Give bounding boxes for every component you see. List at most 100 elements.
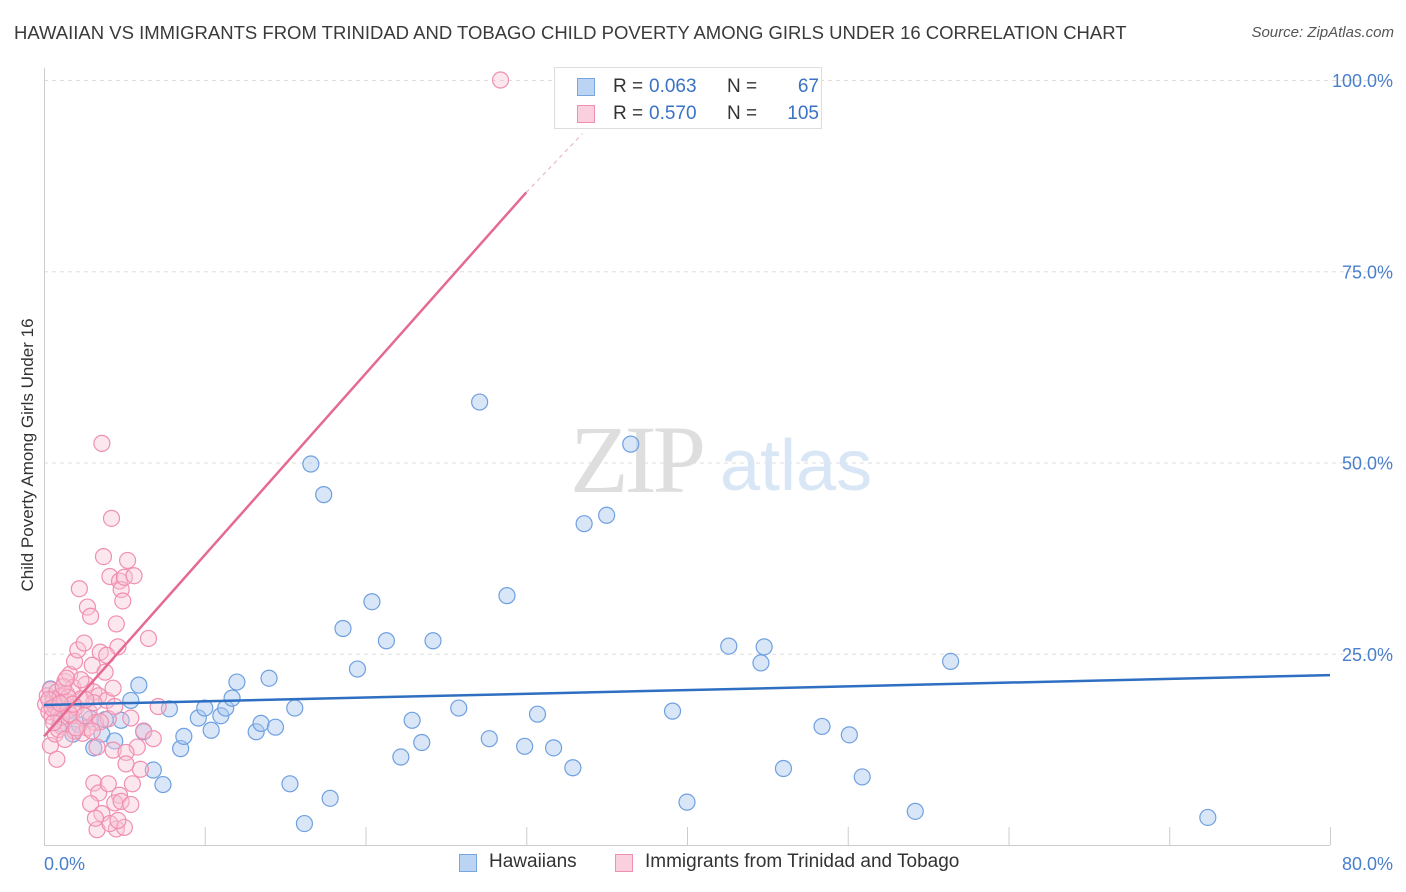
y-tick-label: 50.0% [1342, 454, 1393, 474]
point-hawaiians [392, 748, 410, 766]
point-hawaiians [544, 739, 563, 757]
point-immigrants [112, 792, 130, 810]
point-immigrants [96, 663, 114, 681]
point-hawaiians [247, 723, 265, 741]
point-immigrants [85, 774, 103, 792]
point-immigrants [491, 71, 510, 89]
watermark-zip: ZIP [570, 406, 703, 513]
point-hawaiians [853, 768, 871, 786]
point-hawaiians [302, 455, 320, 473]
point-hawaiians [144, 761, 162, 779]
point-hawaiians [252, 714, 270, 732]
legend-label-immigrants: Immigrants from Trinidad and Tobago [645, 851, 960, 872]
point-immigrants [149, 697, 167, 716]
point-hawaiians [202, 721, 220, 739]
point-immigrants [123, 775, 142, 793]
stats-legend: R = 0.063 N = 67 R = 0.570 N = 105 [554, 67, 822, 129]
point-immigrants [48, 750, 66, 768]
point-immigrants [131, 760, 150, 778]
point-hawaiians [260, 669, 278, 687]
point-hawaiians [413, 733, 431, 752]
n-label: N = [727, 103, 758, 124]
point-hawaiians [130, 676, 148, 694]
point-hawaiians [906, 802, 924, 820]
point-hawaiians [840, 726, 858, 744]
point-immigrants [122, 709, 140, 727]
point-hawaiians [403, 711, 421, 729]
watermark-atlas: atlas [720, 426, 872, 506]
point-immigrants [118, 551, 137, 570]
trend-line-hawaiians [43, 673, 1331, 707]
point-immigrants [56, 730, 74, 749]
point-hawaiians [334, 619, 352, 638]
point-immigrants [114, 592, 132, 610]
point-immigrants [122, 795, 140, 814]
point-immigrants [109, 811, 127, 830]
hawaiians-swatch [577, 78, 595, 96]
r-value: 0.570 [649, 103, 697, 124]
point-hawaiians [564, 759, 582, 777]
point-immigrants [88, 738, 106, 756]
legend-label-hawaiians: Hawaiians [489, 851, 577, 872]
r-label: R = [613, 103, 644, 124]
point-immigrants [104, 679, 122, 697]
point-hawaiians [755, 638, 773, 656]
chart-title: HAWAIIAN VS IMMIGRANTS FROM TRINIDAD AND… [14, 22, 1127, 43]
point-immigrants [107, 615, 125, 633]
point-hawaiians [516, 737, 534, 755]
point-hawaiians [480, 730, 498, 748]
point-immigrants [128, 738, 146, 756]
trend-extension-immigrants [525, 133, 583, 193]
point-immigrants [78, 598, 97, 616]
point-hawaiians [281, 775, 299, 793]
point-hawaiians [498, 587, 516, 605]
tick-labels: 25.0% 50.0% 75.0% 100.0% 0.0% 80.0% [44, 71, 1393, 874]
y-tick-label: 100.0% [1332, 71, 1393, 91]
point-hawaiians [528, 705, 547, 723]
point-hawaiians [450, 699, 468, 717]
trend-line-immigrants [43, 191, 528, 738]
point-hawaiians [223, 689, 241, 707]
y-tick-label: 75.0% [1342, 262, 1393, 282]
point-hawaiians [663, 702, 682, 720]
point-immigrants [57, 669, 76, 687]
point-immigrants [139, 629, 158, 648]
point-immigrants [101, 567, 119, 586]
point-immigrants [94, 547, 113, 566]
point-immigrants [70, 580, 88, 598]
point-immigrants [144, 730, 162, 748]
n-value: 105 [787, 103, 819, 124]
point-hawaiians [321, 789, 339, 807]
point-hawaiians [189, 709, 207, 727]
source-label: Source: ZipAtlas.com [1251, 24, 1394, 41]
point-immigrants [82, 607, 100, 625]
point-immigrants [72, 671, 90, 689]
point-hawaiians [774, 759, 793, 778]
point-hawaiians [424, 632, 442, 650]
n-value: 67 [797, 76, 819, 97]
point-immigrants [104, 741, 122, 759]
point-hawaiians [377, 632, 395, 650]
point-hawaiians [122, 691, 140, 710]
y-tick-label: 25.0% [1342, 645, 1393, 665]
point-hawaiians [154, 775, 172, 794]
point-hawaiians [942, 652, 960, 671]
point-hawaiians [813, 717, 831, 736]
point-immigrants [99, 775, 117, 793]
point-hawaiians [228, 673, 246, 691]
trend-layer [43, 133, 1331, 738]
point-hawaiians [752, 654, 770, 672]
point-immigrants [93, 434, 111, 452]
r-label: R = [613, 76, 644, 97]
point-hawaiians [175, 727, 193, 745]
point-hawaiians [622, 435, 640, 453]
point-immigrants [106, 697, 124, 716]
x-tick-label-min: 0.0% [44, 854, 85, 874]
point-immigrants [75, 634, 93, 652]
y-axis-label: Child Poverty Among Girls Under 16 [18, 318, 37, 592]
point-immigrants [102, 509, 121, 527]
r-value: 0.063 [649, 76, 697, 97]
series-legend: Hawaiians Immigrants from Trinidad and T… [0, 851, 1406, 877]
grid-layer [44, 80, 1392, 655]
